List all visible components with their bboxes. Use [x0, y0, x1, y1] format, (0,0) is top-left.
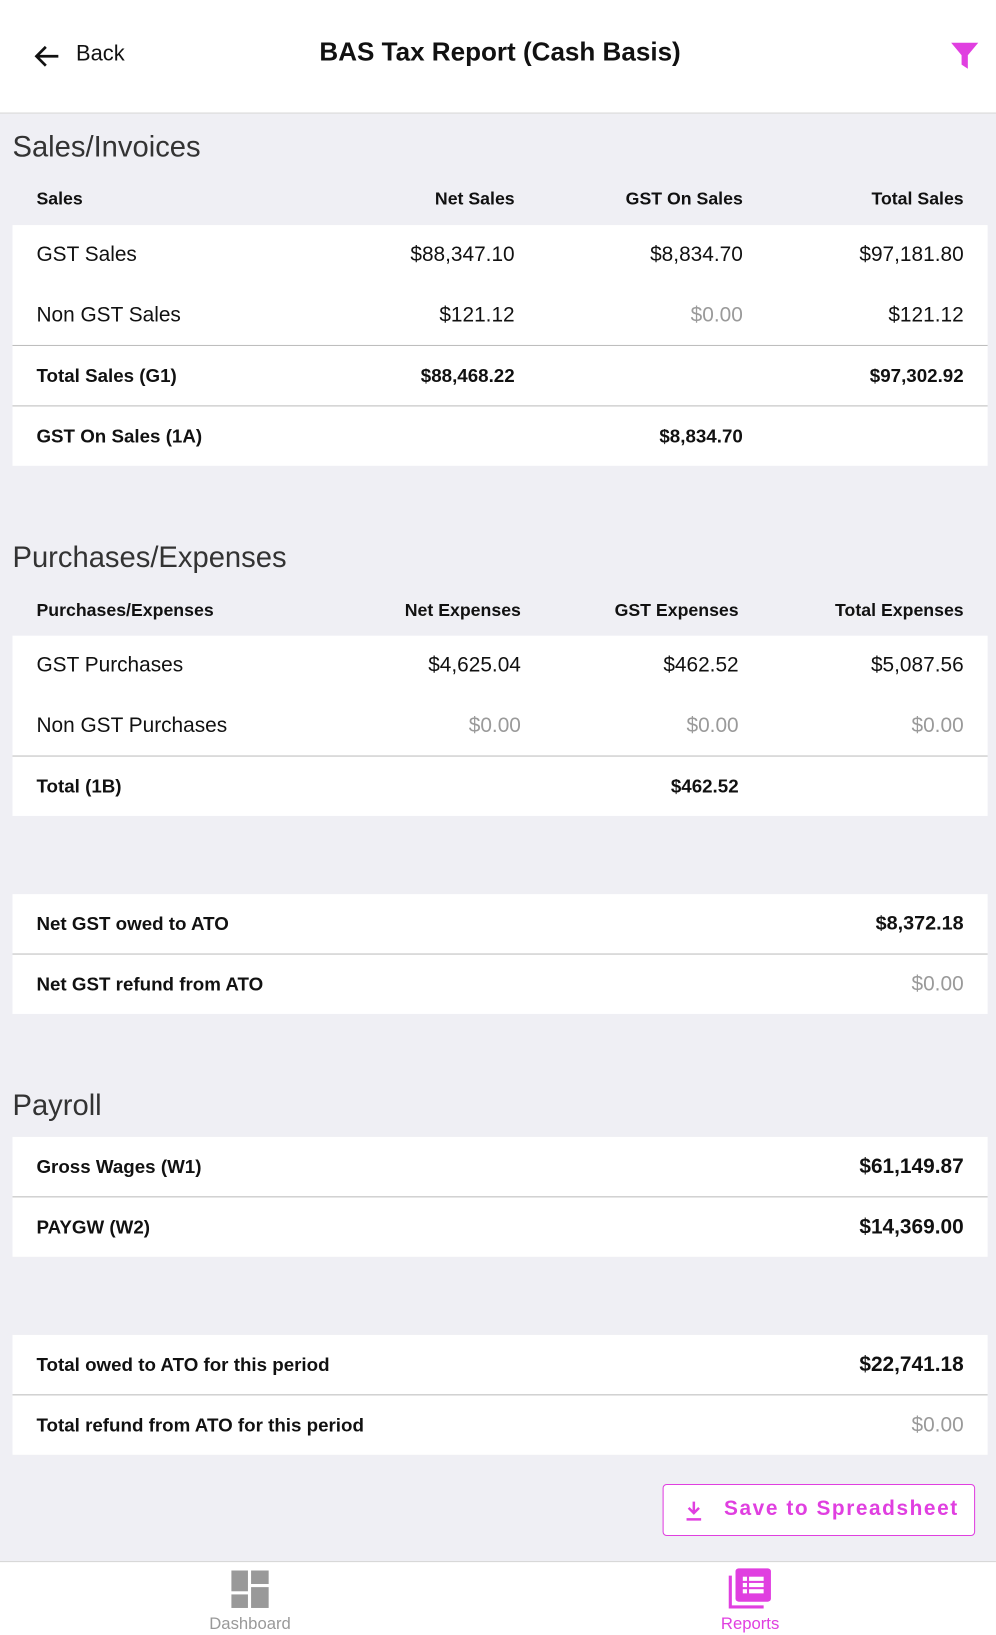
cell: $61,149.87 [859, 1154, 964, 1178]
cell: $121.12 [439, 303, 515, 327]
row: Gross Wages (W1) $61,149.87 [13, 1137, 988, 1196]
section-title: Payroll [12, 1088, 102, 1122]
download-icon [686, 1501, 702, 1521]
row: Total refund from ATO for this period $0… [12, 1394, 988, 1454]
cell: $462.52 [663, 653, 739, 677]
column-header: Purchases/Expenses [36, 600, 214, 621]
payroll-table: Gross Wages (W1) $61,149.87 PAYGW (W2) $… [12, 1136, 988, 1257]
cell: $121.12 [888, 303, 964, 327]
section-title: Purchases/Expenses [12, 540, 287, 574]
cell: $22,741.18 [859, 1352, 964, 1376]
section-title: Sales/Invoices [12, 130, 201, 163]
cell: PAYGW (W2) [36, 1216, 151, 1237]
row: PAYGW (W2) $14,369.00 [12, 1196, 988, 1256]
cell: GST Sales [36, 243, 137, 267]
cell: GST On Sales (1A) [36, 425, 203, 447]
cell: Gross Wages (W1) [36, 1155, 202, 1177]
row: Net GST refund from ATO $0.00 [12, 953, 988, 1014]
title: BAS Tax Report (Cash Basis) [319, 37, 681, 67]
cell: Non GST Purchases [36, 713, 228, 737]
cell: $8,834.70 [659, 425, 743, 447]
cell: $0.00 [686, 713, 739, 737]
tab-reports[interactable]: Reports [667, 1562, 834, 1635]
cell: $0.00 [468, 713, 521, 737]
row: GST On Sales (1A) $8,834.70 [12, 405, 988, 465]
column-header: GST Expenses [614, 600, 739, 621]
cell: $8,834.70 [650, 243, 743, 267]
cell: $0.00 [911, 972, 964, 996]
cell: $462.52 [670, 775, 739, 797]
save-button[interactable]: Save to Spreadsheet [662, 1483, 976, 1537]
row: GST Sales $88,347.10 $8,834.70 $97,181.8… [13, 225, 988, 285]
cell: Non GST Sales [36, 303, 181, 327]
cell: $88,347.10 [410, 243, 515, 267]
cell: $4,625.04 [428, 653, 521, 677]
nav-bar: Back BAS Tax Report (Cash Basis) [0, 0, 996, 114]
column-header: Net Sales [434, 188, 515, 209]
row: Total owed to ATO for this period $22,74… [13, 1335, 988, 1394]
row: Total Sales (G1) $88,468.22 $97,302.92 [12, 344, 988, 405]
column-header: GST On Sales [625, 188, 743, 209]
cell: $97,181.80 [859, 243, 964, 267]
cell: Total refund from ATO for this period [36, 1414, 364, 1435]
column-header: Net Expenses [404, 600, 521, 621]
tab-dashboard[interactable]: Dashboard [167, 1562, 334, 1635]
cell: $8,372.18 [875, 912, 964, 935]
tab-bar: Dashboard Reports [0, 1561, 996, 1635]
row: Total (1B) $462.52 [12, 755, 988, 816]
reports-icon [728, 1568, 771, 1609]
row: GST Purchases $4,625.04 $462.52 $5,087.5… [13, 636, 988, 696]
cell: Total owed to ATO for this period [36, 1353, 330, 1375]
cell: Total Sales (G1) [36, 364, 177, 386]
column-header: Total Sales [871, 188, 964, 209]
dashboard-icon [231, 1570, 269, 1608]
back-arrow[interactable] [33, 44, 60, 69]
row: Non GST Purchases $0.00 $0.00 $0.00 [13, 696, 988, 755]
totals-table: Total owed to ATO for this period $22,74… [12, 1334, 988, 1455]
cell: $14,369.00 [859, 1215, 964, 1239]
cell: $5,087.56 [870, 653, 964, 677]
net-gst-table: Net GST owed to ATO $8,372.18 Net GST re… [12, 894, 988, 1014]
tab-label: Dashboard [209, 1615, 291, 1633]
cell: $97,302.92 [869, 364, 964, 386]
purchases-table: GST Purchases $4,625.04 $462.52 $5,087.5… [12, 635, 988, 816]
cell: $88,468.22 [420, 364, 515, 386]
cell: Total (1B) [36, 775, 122, 797]
column-header: Sales [36, 188, 83, 209]
cell: $0.00 [911, 713, 964, 737]
cell: GST Purchases [36, 653, 184, 677]
back-label[interactable]: Back [76, 41, 125, 66]
cell: $0.00 [911, 1413, 964, 1437]
row: Non GST Sales $121.12 $0.00 $121.12 [13, 286, 988, 345]
column-header: Total Expenses [835, 600, 964, 621]
filter-icon[interactable] [950, 42, 979, 71]
row: Net GST owed to ATO $8,372.18 [13, 894, 988, 953]
tab-label: Reports [720, 1615, 780, 1633]
sales-table: GST Sales $88,347.10 $8,834.70 $97,181.8… [12, 225, 988, 466]
cell: $0.00 [690, 303, 743, 327]
cell: Net GST owed to ATO [36, 912, 229, 934]
cell: Net GST refund from ATO [36, 973, 264, 995]
button-label: Save to Spreadsheet [724, 1497, 959, 1521]
